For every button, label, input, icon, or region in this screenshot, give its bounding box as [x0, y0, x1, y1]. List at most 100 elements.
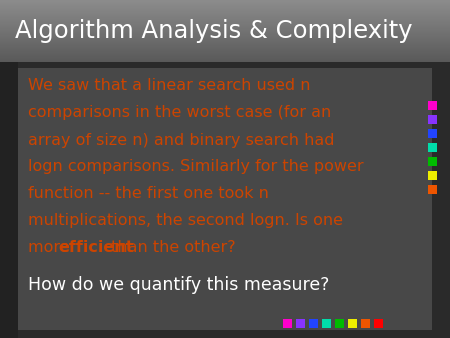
Bar	[0, 189, 450, 190]
Bar	[0, 26, 450, 27]
Bar	[0, 220, 450, 221]
Bar	[0, 51, 450, 52]
Text: more: more	[28, 241, 75, 256]
Bar	[0, 302, 450, 303]
Bar	[0, 252, 450, 253]
Bar	[0, 149, 450, 150]
Bar	[0, 135, 450, 136]
Bar	[0, 212, 450, 213]
Bar	[0, 144, 450, 145]
Bar	[0, 148, 450, 149]
Bar	[0, 68, 450, 69]
Bar	[0, 228, 450, 229]
Bar	[0, 230, 450, 231]
Bar	[0, 1, 450, 2]
Bar	[0, 38, 450, 39]
Bar	[0, 248, 450, 249]
Bar	[18, 68, 430, 328]
Bar	[0, 249, 450, 250]
Bar	[0, 259, 450, 260]
Bar	[0, 64, 450, 65]
Bar	[0, 173, 450, 174]
Bar	[0, 205, 450, 206]
Bar	[0, 126, 450, 127]
Bar	[0, 258, 450, 259]
Bar	[0, 21, 450, 22]
Bar	[0, 8, 450, 9]
Bar	[0, 80, 450, 81]
Bar	[0, 41, 450, 42]
Bar	[0, 34, 450, 35]
Bar	[0, 35, 450, 36]
Bar	[0, 93, 450, 94]
Bar	[0, 194, 450, 195]
Bar	[0, 48, 450, 49]
Bar	[335, 319, 344, 328]
Bar	[0, 23, 450, 24]
Bar	[0, 221, 450, 222]
Bar	[0, 215, 450, 216]
Bar	[0, 288, 450, 289]
Bar	[0, 308, 450, 309]
Bar	[0, 160, 450, 161]
Bar	[0, 53, 450, 54]
Bar	[0, 241, 450, 242]
Bar	[0, 112, 450, 113]
Bar	[0, 111, 450, 112]
Bar	[0, 84, 450, 85]
Bar	[0, 143, 450, 144]
Bar	[0, 67, 450, 68]
Bar	[0, 82, 450, 83]
Bar	[0, 19, 450, 20]
Bar	[0, 275, 450, 276]
Text: multiplications, the second logn. Is one: multiplications, the second logn. Is one	[28, 214, 343, 228]
Bar	[0, 324, 450, 325]
Bar	[0, 127, 450, 128]
Bar	[0, 190, 450, 191]
Bar	[428, 143, 437, 152]
Bar	[0, 326, 450, 327]
Bar	[0, 191, 450, 192]
Bar	[0, 97, 450, 98]
Bar	[322, 319, 331, 328]
Bar	[0, 329, 450, 330]
Bar	[0, 219, 450, 220]
Bar	[0, 297, 450, 298]
Bar	[0, 265, 450, 266]
Bar	[0, 196, 450, 197]
Bar	[0, 328, 450, 329]
Bar	[0, 24, 450, 25]
Bar	[0, 211, 450, 212]
Bar	[0, 90, 450, 91]
Bar	[0, 25, 450, 26]
Bar	[0, 74, 450, 75]
Bar	[0, 83, 450, 84]
Bar	[0, 152, 450, 153]
Bar	[0, 60, 450, 61]
Bar	[0, 214, 450, 215]
Bar	[0, 270, 450, 271]
Bar	[0, 32, 450, 33]
Bar	[0, 166, 450, 167]
Bar	[0, 29, 450, 30]
Bar	[0, 45, 450, 46]
Bar	[0, 321, 450, 322]
Bar	[0, 163, 450, 164]
Bar	[0, 330, 450, 331]
Bar	[0, 175, 450, 176]
Bar	[0, 120, 450, 121]
Bar	[0, 195, 450, 196]
Bar	[428, 129, 437, 138]
Bar	[0, 299, 450, 300]
Bar	[0, 33, 450, 34]
Bar	[0, 107, 450, 108]
Bar	[0, 78, 450, 79]
Bar	[0, 13, 450, 14]
Bar	[0, 58, 450, 59]
Bar	[0, 291, 450, 292]
Bar	[0, 43, 450, 44]
Bar	[0, 20, 450, 21]
Bar	[0, 15, 450, 16]
Bar	[0, 147, 450, 148]
Bar	[0, 62, 450, 338]
